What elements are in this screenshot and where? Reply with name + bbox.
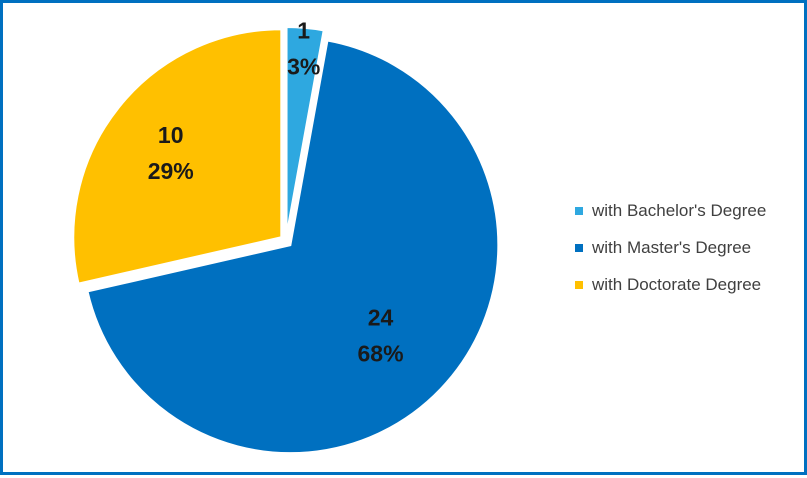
- legend-label-doctorate: with Doctorate Degree: [592, 274, 762, 294]
- legend-swatch-master: [575, 243, 583, 252]
- pie-chart: 1 3% 24 68% 10 29%: [72, 17, 500, 455]
- pie-data-labels: 1 3% 24 68% 10 29%: [148, 17, 404, 366]
- legend-label-bachelor: with Bachelor's Degree: [592, 200, 767, 220]
- legend-item-master: with Master's Degree: [575, 229, 766, 266]
- legend-swatch-doctorate: [575, 280, 583, 289]
- data-label-percent-master: 68%: [358, 340, 404, 366]
- data-label-value-doctorate: 10: [158, 122, 184, 148]
- legend-item-bachelor: with Bachelor's Degree: [575, 192, 766, 229]
- legend-item-doctorate: with Doctorate Degree: [575, 266, 766, 303]
- data-label-value-bachelor: 1: [297, 17, 310, 43]
- legend-swatch-bachelor: [575, 206, 583, 215]
- pie-slice-master: [86, 39, 500, 455]
- data-label-percent-doctorate: 29%: [148, 158, 194, 184]
- legend: with Bachelor's Degree with Master's Deg…: [575, 192, 766, 303]
- pie-slice-bachelor: [285, 26, 325, 236]
- pie-slices: [72, 26, 500, 455]
- data-label-percent-bachelor: 3%: [287, 53, 320, 79]
- legend-label-master: with Master's Degree: [592, 237, 752, 257]
- pie-slice-doctorate: [72, 28, 283, 285]
- data-label-value-master: 24: [368, 304, 394, 330]
